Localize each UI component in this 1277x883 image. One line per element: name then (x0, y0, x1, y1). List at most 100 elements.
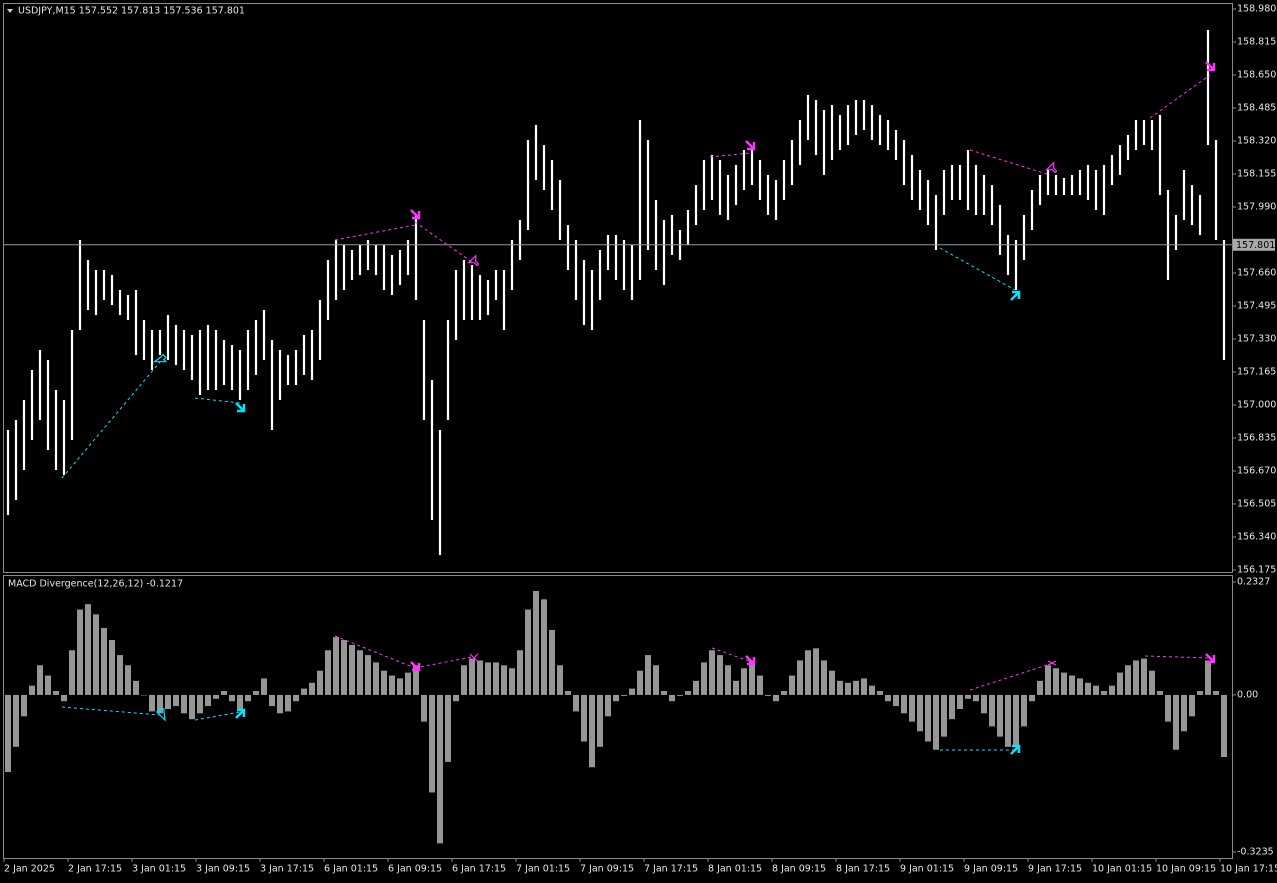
y-tick-label: 157.330 (1237, 334, 1276, 345)
hollow-arrow (467, 254, 480, 267)
macd-bar (893, 694, 899, 707)
macd-bar (1077, 678, 1083, 695)
sell-arrow (745, 655, 756, 666)
macd-bar (421, 694, 427, 722)
macd-bar (1053, 668, 1059, 695)
macd-bar (317, 670, 323, 695)
divergence-line (969, 663, 1051, 691)
hollow-arrow (1045, 161, 1058, 174)
macd-bar (1205, 660, 1211, 695)
macd-bar (709, 650, 715, 695)
divergence-line (194, 711, 241, 721)
divergence-line (414, 656, 473, 669)
macd-bar (437, 694, 443, 844)
macd-bar (1197, 691, 1203, 695)
macd-bar (309, 682, 315, 695)
macd-panel-frame (3, 575, 1233, 859)
macd-bar (1221, 694, 1227, 758)
macd-bar (693, 680, 699, 695)
macd-bar (245, 694, 251, 702)
macd-bar (269, 694, 275, 707)
macd-bar (277, 694, 283, 714)
macd-bar (877, 691, 883, 695)
y-tick-label: 157.660 (1237, 268, 1276, 279)
macd-bar (829, 670, 835, 695)
macd-bar (861, 678, 867, 695)
y-tick-label: 156.505 (1237, 499, 1276, 510)
y-tick-label: 157.165 (1237, 367, 1276, 378)
y-tick-label: 0.00 (1237, 689, 1258, 700)
macd-bar (189, 694, 195, 720)
y-tick-label: 156.835 (1237, 433, 1276, 444)
macd-bar (77, 609, 83, 695)
x-tick-label: 8 Jan 01:15 (708, 864, 762, 875)
macd-bar (69, 650, 75, 695)
macd-bar (101, 627, 107, 695)
macd-bar (517, 650, 523, 695)
macd-bar (21, 694, 27, 717)
macd-bar (325, 650, 331, 695)
macd-bar (213, 694, 219, 699)
macd-bar (205, 694, 211, 707)
divergence-line (969, 149, 1051, 176)
macd-bar (645, 655, 651, 695)
macd-bar (941, 694, 947, 737)
macd-bar (525, 609, 531, 695)
macd-bar (549, 629, 555, 695)
macd-bar (1157, 691, 1163, 695)
macd-bar (37, 665, 43, 695)
macd-bar (957, 694, 963, 709)
hollow-arrow (1047, 660, 1057, 666)
macd-bar (557, 665, 563, 695)
macd-bar (1021, 694, 1027, 727)
y-tick-label: 158.815 (1237, 37, 1276, 48)
macd-bar (477, 660, 483, 695)
macd-bar (733, 680, 739, 695)
macd-bar (429, 694, 435, 793)
macd-bar (1005, 694, 1011, 747)
hollow-arrow (152, 353, 168, 363)
x-tick-label: 3 Jan 17:15 (260, 864, 314, 875)
macd-bar (469, 658, 475, 695)
x-tick-label: 7 Jan 09:15 (580, 864, 634, 875)
y-tick-label: 157.495 (1237, 301, 1276, 312)
collapse-icon[interactable] (7, 9, 13, 13)
macd-bar (741, 668, 747, 695)
macd-bar (837, 680, 843, 695)
macd-bar (1165, 694, 1171, 722)
macd-bar (381, 670, 387, 695)
x-tick-label: 10 Jan 09:15 (1156, 864, 1216, 875)
macd-bar (1045, 665, 1051, 695)
price-title: USDJPY,M15 157.552 157.813 157.536 157.8… (18, 6, 245, 17)
macd-bar (845, 682, 851, 695)
y-tick-label: 158.485 (1237, 103, 1276, 114)
macd-bar (109, 640, 115, 695)
macd-bar (237, 694, 243, 709)
macd-bar (701, 662, 707, 695)
divergence-line (334, 635, 416, 669)
macd-bar (565, 691, 571, 695)
macd-bar (597, 694, 603, 747)
x-tick-label: 6 Jan 01:15 (324, 864, 378, 875)
macd-bar (1069, 675, 1075, 695)
macd-bar (805, 650, 811, 695)
x-tick-label: 9 Jan 09:15 (964, 864, 1018, 875)
macd-bar (789, 675, 795, 695)
macd-bar (1101, 691, 1107, 695)
macd-bar (757, 675, 763, 695)
macd-bar (1037, 680, 1043, 695)
macd-bar (677, 694, 683, 696)
macd-bar (293, 694, 299, 702)
macd-bar (1173, 694, 1179, 750)
y-tick-label: 158.980 (1237, 4, 1276, 15)
macd-bar (885, 694, 891, 702)
x-tick-label: 2 Jan 17:15 (68, 864, 122, 875)
macd-bar (629, 688, 635, 695)
price-panel-frame (3, 3, 1233, 573)
macd-bar (461, 665, 467, 695)
macd-bar (397, 678, 403, 695)
macd-bar (125, 665, 131, 695)
macd-bar (253, 691, 259, 695)
x-tick-label: 7 Jan 01:15 (516, 864, 570, 875)
